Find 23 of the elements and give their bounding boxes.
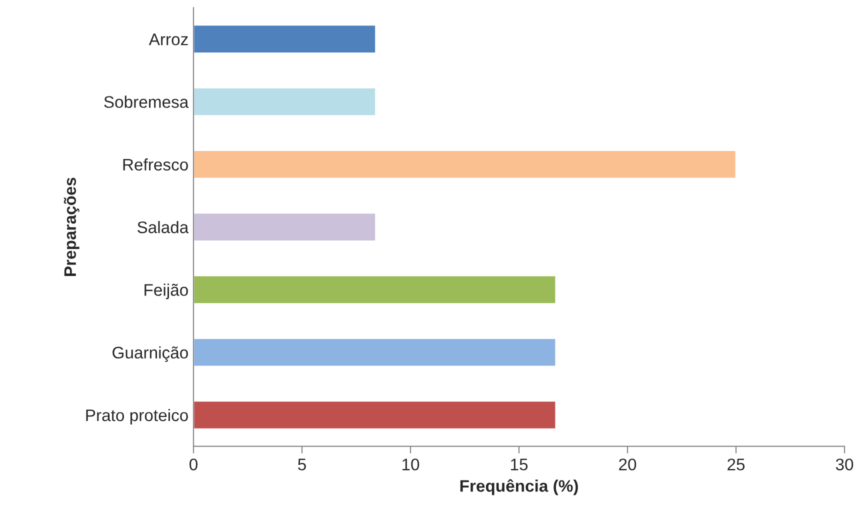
- bar: [194, 24, 376, 54]
- x-tick-label: 0: [190, 458, 198, 470]
- x-tick-label: 5: [298, 458, 306, 470]
- bar: [194, 212, 376, 242]
- y-tick-label: Salada: [138, 221, 189, 234]
- x-tick-label: 10: [402, 458, 420, 470]
- y-tick-label: Refresco: [123, 158, 188, 171]
- bar: [194, 86, 376, 117]
- bar: [194, 150, 737, 180]
- y-tick-label: Arroz: [148, 34, 188, 46]
- y-tick-label: Prato proteico: [86, 408, 188, 425]
- y-tick-label: Feijão: [144, 284, 188, 300]
- bar: [194, 400, 557, 430]
- bar: [194, 274, 557, 304]
- x-tick-label: 30: [836, 458, 854, 470]
- y-tick-label: Guarnição: [112, 346, 188, 362]
- y-tick-label: Sobremesa: [104, 96, 189, 108]
- x-tick-label: 25: [728, 458, 745, 470]
- x-axis-title: Frequência (%): [460, 479, 578, 496]
- x-tick-label: 15: [511, 458, 528, 470]
- y-axis-title: Preparações: [64, 178, 80, 276]
- x-tick-label: 20: [619, 458, 636, 470]
- bar: [194, 338, 557, 368]
